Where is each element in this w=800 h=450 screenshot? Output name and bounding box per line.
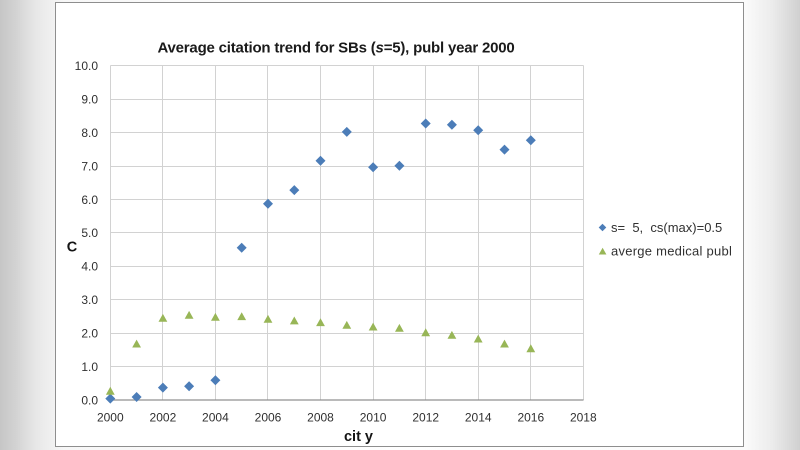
svg-text:2.0: 2.0 (81, 327, 98, 341)
svg-text:4.0: 4.0 (81, 260, 98, 274)
svg-text:6.0: 6.0 (81, 193, 98, 207)
svg-text:Average citation trend for SBs: Average citation trend for SBs (s=5), pu… (157, 40, 514, 57)
svg-text:8.0: 8.0 (81, 126, 98, 140)
svg-text:C: C (67, 240, 78, 256)
svg-text:5.0: 5.0 (81, 226, 98, 240)
svg-text:1.0: 1.0 (81, 360, 98, 374)
svg-text:averge medical publ: averge medical publ (611, 244, 732, 259)
svg-text:s= 5, cs(max)=0.5: s= 5, cs(max)=0.5 (611, 220, 722, 235)
svg-text:2014: 2014 (465, 411, 492, 425)
svg-text:2018: 2018 (570, 411, 597, 425)
svg-text:cit y: cit y (344, 429, 373, 445)
svg-text:9.0: 9.0 (81, 92, 98, 106)
svg-text:2010: 2010 (360, 411, 387, 425)
svg-text:0.0: 0.0 (81, 394, 98, 408)
svg-text:2016: 2016 (517, 411, 544, 425)
svg-text:2002: 2002 (150, 411, 177, 425)
svg-text:7.0: 7.0 (81, 159, 98, 173)
svg-text:2008: 2008 (307, 411, 334, 425)
svg-text:2000: 2000 (97, 411, 124, 425)
svg-text:2004: 2004 (202, 411, 229, 425)
svg-text:10.0: 10.0 (75, 59, 99, 73)
svg-text:3.0: 3.0 (81, 293, 98, 307)
svg-text:2012: 2012 (412, 411, 439, 425)
svg-text:2006: 2006 (255, 411, 282, 425)
